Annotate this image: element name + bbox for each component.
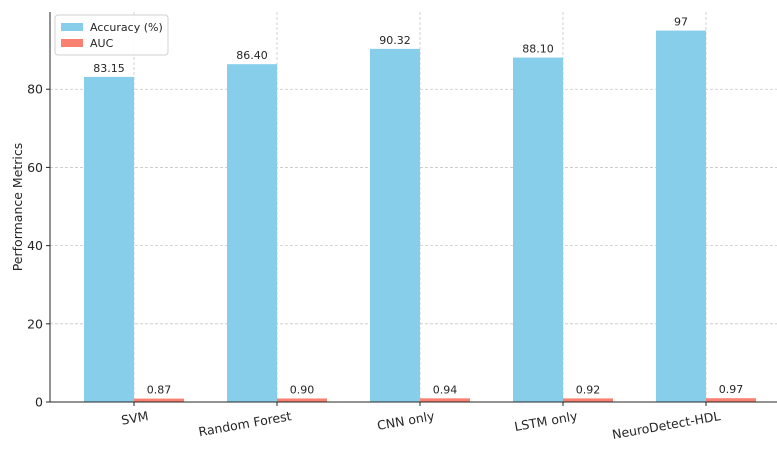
y-tick-label: 20: [27, 316, 43, 331]
x-tick-label: LSTM only: [513, 408, 579, 434]
x-tick-label: Random Forest: [197, 408, 292, 439]
legend-label-auc: AUC: [90, 37, 114, 50]
bar-accuracy-1: [227, 64, 277, 402]
legend-box: [54, 14, 169, 56]
x-tick-label: NeuroDetect-HDL: [611, 408, 722, 442]
y-tick-label: 60: [27, 160, 43, 175]
y-tick-label: 80: [27, 82, 43, 97]
data-label-accuracy-3: 88.10: [522, 43, 554, 56]
bars: [84, 30, 756, 402]
y-tick-label: 40: [27, 238, 43, 253]
x-tick-label: SVM: [120, 408, 149, 428]
data-label-accuracy-4: 97: [674, 16, 688, 29]
data-label-accuracy-2: 90.32: [379, 34, 411, 47]
data-label-accuracy-0: 83.15: [93, 62, 125, 75]
data-label-auc-2: 0.94: [433, 383, 458, 396]
legend: Accuracy (%) AUC: [54, 14, 169, 56]
data-label-auc-1: 0.90: [290, 383, 315, 396]
data-label-auc-3: 0.92: [576, 383, 601, 396]
data-label-accuracy-1: 86.40: [236, 49, 268, 62]
bar-accuracy-2: [370, 48, 420, 402]
bar-auc-3: [563, 398, 613, 402]
legend-swatch-accuracy: [61, 23, 83, 31]
bar-auc-0: [134, 398, 184, 402]
x-axis-ticks: SVM Random Forest CNN only LSTM only NeuroDe…: [120, 402, 722, 442]
legend-swatch-auc: [61, 39, 83, 47]
axes: [49, 12, 777, 403]
bar-accuracy-0: [84, 76, 134, 402]
y-axis-title: Performance Metrics: [10, 143, 25, 272]
bar-auc-2: [420, 398, 470, 402]
data-labels: 83.15 86.40 90.32 88.10 97 0.87 0.90 0.94 0.92 0.…: [93, 16, 743, 397]
bar-auc-1: [277, 398, 327, 402]
legend-label-accuracy: Accuracy (%): [90, 21, 163, 34]
x-tick-label: CNN only: [376, 408, 436, 433]
y-tick-label: 0: [35, 395, 43, 410]
bar-auc-4: [706, 398, 756, 402]
data-label-auc-0: 0.87: [147, 384, 172, 397]
bar-accuracy-3: [513, 57, 563, 402]
y-axis-ticks: 0 20 40 60 80: [27, 82, 50, 410]
data-label-auc-4: 0.97: [719, 383, 744, 396]
bar-accuracy-4: [656, 30, 706, 402]
